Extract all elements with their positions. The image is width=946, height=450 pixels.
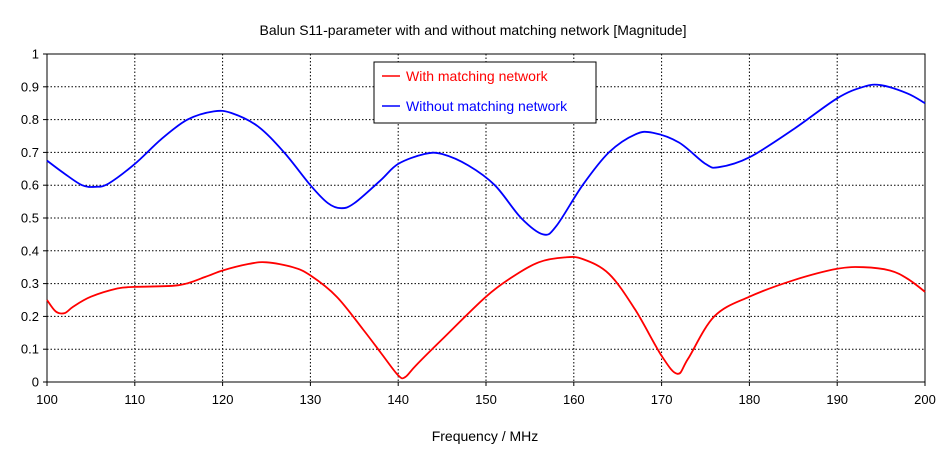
- tick-labels: 100 110 120 130 140 150 160 170 180 190 200 0 0.1 0.2…: [21, 47, 936, 408]
- x-tick-label: 120: [212, 392, 234, 407]
- x-tick-label: 190: [826, 392, 848, 407]
- y-tick-label: 0.4: [21, 243, 39, 258]
- x-tick-label: 130: [300, 392, 322, 407]
- x-tick-label: 170: [651, 392, 673, 407]
- y-tick-label: 0.2: [21, 309, 39, 324]
- x-tick-label: 100: [36, 392, 58, 407]
- y-tick-label: 0.6: [21, 178, 39, 193]
- chart-title: Balun S11-parameter with and without mat…: [259, 22, 687, 38]
- series-line-without-matching: [46, 83, 926, 236]
- legend-box: [373, 61, 597, 124]
- x-tick-label: 160: [563, 392, 585, 407]
- y-tick-label: 0.7: [21, 145, 39, 160]
- y-tick-label: 0.3: [21, 276, 39, 291]
- series-line-with-matching: [46, 256, 926, 380]
- y-tick-label: 0.9: [21, 79, 39, 94]
- y-tick-label: 0.1: [21, 342, 39, 357]
- x-tick-label: 110: [124, 392, 145, 407]
- legend: With matching network Without matching n…: [373, 61, 597, 124]
- y-tick-label: 0: [32, 375, 39, 390]
- x-tick-label: 200: [914, 392, 936, 407]
- y-tick-label: 0.5: [21, 211, 39, 226]
- x-tick-label: 180: [739, 392, 761, 407]
- x-axis-label: Frequency / MHz: [432, 428, 539, 444]
- y-tick-label: 1: [32, 47, 39, 62]
- y-tick-label: 0.8: [21, 112, 39, 127]
- x-tick-label: 140: [387, 392, 409, 407]
- x-tick-label: 150: [475, 392, 497, 407]
- legend-label-with-matching: With matching network: [406, 68, 549, 84]
- legend-label-without-matching: Without matching network: [406, 98, 568, 114]
- series-layer: [46, 83, 926, 380]
